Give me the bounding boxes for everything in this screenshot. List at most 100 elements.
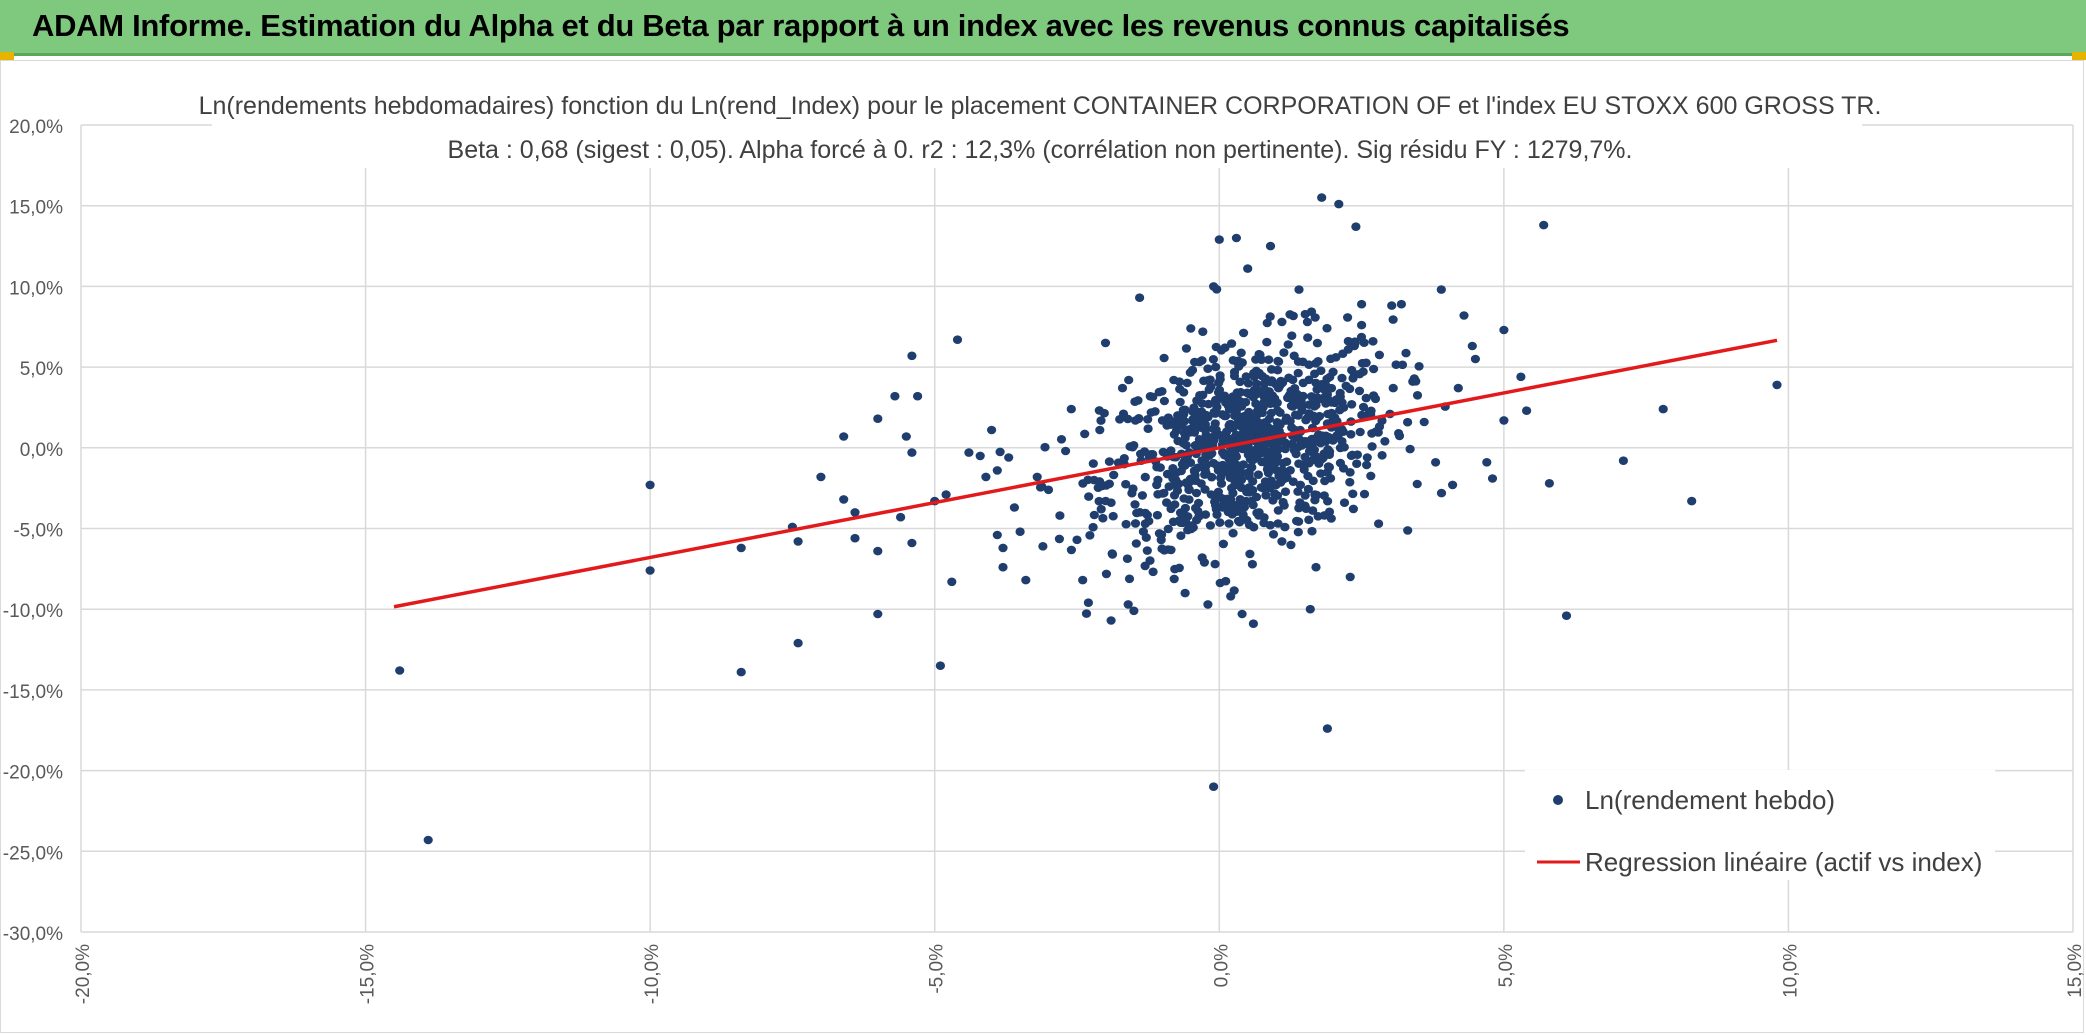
scatter-point (1299, 465, 1309, 474)
x-tick-label: -15,0% (358, 944, 379, 1004)
scatter-point (1178, 405, 1188, 415)
scatter-point (1153, 475, 1163, 485)
scatter-point (1166, 504, 1176, 514)
scatter-point (1106, 616, 1116, 625)
scatter-point (1273, 519, 1283, 528)
scatter-point (1122, 554, 1132, 563)
scatter-point (1095, 477, 1105, 486)
scatter-point (1227, 458, 1237, 467)
scatter-point (1278, 458, 1288, 468)
scatter-point (1412, 391, 1423, 400)
scatter-point (1035, 483, 1046, 492)
scatter-point (1347, 365, 1357, 375)
scatter-point (645, 480, 655, 490)
scatter-point (1245, 549, 1255, 559)
scatter-point (896, 512, 906, 522)
scatter-point (1268, 530, 1279, 539)
scatter-point (1359, 489, 1370, 499)
scatter-point (1194, 357, 1204, 367)
scatter-point (1193, 463, 1203, 473)
scatter-point (1203, 600, 1213, 609)
scatter-point (1253, 470, 1263, 480)
scatter-point (1316, 469, 1326, 478)
scatter-point (1326, 410, 1336, 420)
scatter-point (1308, 476, 1318, 486)
scatter-point (1305, 604, 1315, 614)
scatter-point (1287, 439, 1297, 449)
y-tick-label: 0,0% (20, 440, 63, 461)
scatter-point (1248, 619, 1258, 628)
scatter-point (1304, 515, 1314, 525)
scatter-point (1140, 508, 1150, 518)
scatter-point (1288, 375, 1298, 385)
scatter-point (1196, 411, 1207, 420)
scatter-point (1259, 513, 1269, 522)
scatter-point (1235, 377, 1245, 387)
scatter-point (1273, 365, 1283, 375)
scatter-point (1247, 559, 1257, 569)
scatter-point (1215, 371, 1225, 380)
scatter-point (1307, 526, 1317, 536)
scatter-point (1322, 323, 1332, 333)
scatter-point (1275, 420, 1285, 430)
scatter-point (1335, 405, 1345, 415)
legend-label-scatter: Ln(rendement hebdo) (1585, 785, 1835, 815)
scatter-point (1236, 348, 1246, 358)
scatter-point (1325, 447, 1335, 457)
scatter-point (1080, 429, 1090, 439)
scatter-point (1259, 397, 1269, 407)
scatter-point (1240, 418, 1250, 428)
scatter-point (1247, 496, 1257, 506)
x-tick-label: -20,0% (73, 944, 94, 1004)
scatter-point (1173, 436, 1183, 446)
scatter-point (1286, 540, 1296, 550)
scatter-point (913, 391, 923, 401)
scatter-point (1227, 483, 1237, 493)
scatter-point (1228, 423, 1238, 433)
scatter-point (1459, 311, 1469, 320)
scatter-point (1224, 405, 1234, 414)
scatter-point (1277, 537, 1287, 546)
scatter-point (1177, 460, 1187, 469)
scatter-point (1148, 567, 1158, 577)
scatter-point (1214, 235, 1224, 244)
scatter-point (1231, 430, 1241, 440)
scatter-point (1168, 417, 1178, 426)
scatter-point (1396, 299, 1406, 309)
scatter-point (1140, 472, 1150, 482)
scatter-point (1144, 516, 1154, 526)
scatter-point (1343, 345, 1353, 354)
scatter-point (1198, 327, 1208, 337)
scatter-point (1032, 472, 1042, 482)
scatter-point (1391, 360, 1401, 370)
scatter-point (1244, 468, 1254, 478)
data-points (395, 193, 1782, 845)
scatter-point (1084, 492, 1094, 501)
scatter-point (1369, 364, 1379, 374)
scatter-point (1159, 353, 1169, 363)
scatter-point (1294, 285, 1304, 294)
scatter-point (1124, 375, 1134, 385)
scatter-point (1267, 376, 1277, 385)
scatter-point (1262, 337, 1272, 347)
scatter-point (1194, 498, 1204, 508)
scatter-point (995, 447, 1005, 457)
scatter-point (1252, 508, 1262, 518)
scatter-point (1094, 496, 1104, 506)
scatter-point (1374, 519, 1384, 528)
scatter-point (1294, 459, 1304, 469)
scatter-point (1192, 440, 1203, 449)
scatter-point (1499, 325, 1509, 335)
scatter-point (1211, 395, 1221, 405)
scatter-point (1337, 437, 1347, 446)
scatter-point (1311, 562, 1321, 572)
scatter-point (1207, 472, 1217, 482)
scatter-point (1239, 328, 1249, 338)
scatter-point (998, 543, 1008, 553)
scatter-point (1130, 500, 1140, 509)
scatter-point (1343, 336, 1353, 346)
scatter-point (1205, 521, 1215, 530)
scatter-point (964, 448, 974, 457)
grid-lines (80, 124, 2074, 933)
